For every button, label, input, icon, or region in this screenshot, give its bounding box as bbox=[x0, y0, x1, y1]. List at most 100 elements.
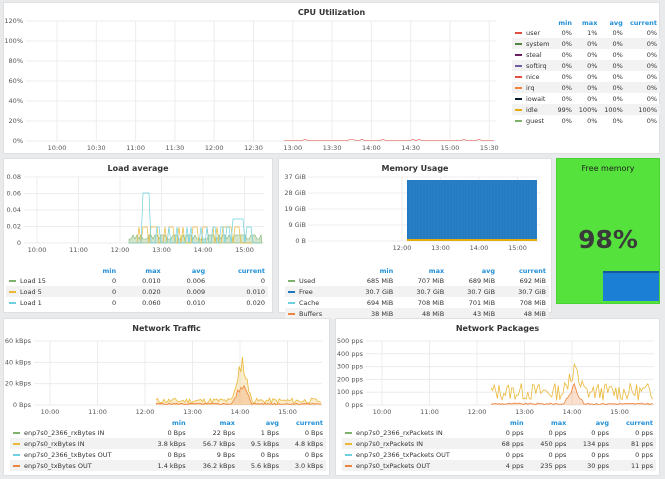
legend-series-label: enp7s0_txPackets OUT bbox=[356, 461, 431, 470]
legend-row[interactable]: guest 0% 0% 0% 0% bbox=[512, 115, 660, 126]
legend-row[interactable]: irq 0% 0% 0% 0% bbox=[512, 82, 660, 93]
legend-series-name[interactable]: Load 5 bbox=[6, 286, 84, 297]
legend-value-min: 1.4 kBps bbox=[144, 460, 189, 471]
legend-column-current[interactable]: current bbox=[518, 267, 546, 275]
legend-series-name[interactable]: enp7s0_txBytes OUT bbox=[10, 460, 145, 471]
legend-column-max[interactable]: max bbox=[145, 267, 161, 275]
legend-row[interactable]: Load 5 0 0.020 0.009 0.010 bbox=[6, 286, 268, 297]
legend-column-avg[interactable]: avg bbox=[265, 419, 279, 427]
legend-column-current[interactable]: current bbox=[295, 419, 323, 427]
legend-series-name[interactable]: enp7s0_2366_txBytes OUT bbox=[10, 449, 145, 460]
cpu-panel-title[interactable]: CPU Utilization bbox=[297, 8, 366, 17]
legend-series-name[interactable]: nice bbox=[512, 71, 554, 82]
legend-row[interactable]: system 0% 0% 0% 0% bbox=[512, 38, 660, 49]
legend-series-label: idle bbox=[526, 105, 538, 114]
legend-row[interactable]: enp7s0_txBytes OUT 1.4 kBps 36.2 kBps 5.6 k… bbox=[10, 460, 326, 471]
legend-row[interactable]: steal 0% 0% 0% 0% bbox=[512, 49, 660, 60]
legend-column-min[interactable]: min bbox=[510, 419, 524, 427]
legend-value-max: 30.7 GiB bbox=[396, 286, 448, 297]
legend-series-name[interactable]: idle bbox=[512, 104, 554, 115]
packages-tx-series-area bbox=[491, 383, 654, 405]
legend-series-name[interactable]: steal bbox=[512, 49, 554, 60]
legend-row[interactable]: user 0% 1% 0% 0% bbox=[512, 27, 660, 38]
legend-header-spacer bbox=[342, 419, 489, 427]
x-tick-label: 14:00 bbox=[194, 246, 213, 254]
legend-row[interactable]: softirq 0% 0% 0% 0% bbox=[512, 60, 660, 71]
free-memory-panel[interactable]: Free memory 98% bbox=[556, 158, 660, 304]
legend-column-min[interactable]: min bbox=[558, 19, 572, 27]
legend-column-current[interactable]: current bbox=[625, 419, 653, 427]
y-tick-label: 20% bbox=[9, 117, 23, 125]
legend-column-avg[interactable]: avg bbox=[595, 419, 610, 427]
legend-color-swatch bbox=[9, 301, 16, 304]
legend-row[interactable]: enp7s0_2366_txBytes OUT 0 Bps 9 Bps 0 Bps 0 … bbox=[10, 449, 326, 460]
legend-series-name[interactable]: Free bbox=[285, 286, 346, 297]
legend-row[interactable]: Load 15 0 0.010 0.006 0 bbox=[6, 275, 268, 286]
memory-graph[interactable]: 37 GiB 28 GiB 19 GiB 9 GiB 0 B 12:00 13:00 14:0… bbox=[279, 171, 545, 271]
memory-panel-title[interactable]: Memory Usage bbox=[381, 164, 449, 173]
legend-row[interactable]: enp7s0_rxPackets IN 68 pps 450 pps 134 pps 8… bbox=[342, 438, 656, 449]
legend-row[interactable]: idle 99% 100% 100% 100% bbox=[512, 104, 660, 115]
legend-series-name[interactable]: Load 1 bbox=[6, 297, 84, 308]
load-panel-title[interactable]: Load average bbox=[107, 164, 169, 173]
legend-series-name[interactable]: iowait bbox=[512, 93, 554, 104]
legend-column-min[interactable]: min bbox=[379, 267, 394, 275]
legend-series-label: enp7s0_2366_txPackets OUT bbox=[356, 450, 450, 459]
legend-series-name[interactable]: system bbox=[512, 38, 554, 49]
legend-series-name[interactable]: enp7s0_rxBytes IN bbox=[10, 438, 145, 449]
legend-column-max[interactable]: max bbox=[582, 19, 598, 27]
legend-column-avg[interactable]: avg bbox=[481, 267, 496, 275]
legend-series-label: Load 1 bbox=[20, 298, 42, 307]
x-tick-label: 15:00 bbox=[278, 408, 297, 416]
legend-row[interactable]: Used 685 MiB 707 MiB 689 MiB 692 MiB bbox=[285, 275, 549, 286]
legend-row[interactable]: nice 0% 0% 0% 0% bbox=[512, 71, 660, 82]
legend-column-min[interactable]: min bbox=[172, 419, 186, 427]
legend-row[interactable]: Load 1 0 0.060 0.010 0.020 bbox=[6, 297, 268, 308]
legend-column-max[interactable]: max bbox=[550, 419, 567, 427]
legend-series-name[interactable]: Load 15 bbox=[6, 275, 84, 286]
legend-series-name[interactable]: softirq bbox=[512, 60, 554, 71]
legend-column-current[interactable]: current bbox=[237, 267, 265, 275]
legend-color-swatch bbox=[288, 279, 295, 282]
legend-column-current[interactable]: current bbox=[629, 19, 657, 27]
legend-row[interactable]: Free 30.7 GiB 30.7 GiB 30.7 GiB 30.7 GiB bbox=[285, 286, 549, 297]
free-memory-title[interactable]: Free memory bbox=[581, 164, 635, 173]
legend-series-name[interactable]: enp7s0_2366_rxBytes IN bbox=[10, 427, 145, 438]
legend-column-avg[interactable]: avg bbox=[191, 267, 206, 275]
packages-graph[interactable]: 500 pps 400 pps 300 pps 200 pps 100 pps 0 pps… bbox=[336, 331, 656, 426]
legend-series-name[interactable]: enp7s0_txPackets OUT bbox=[342, 460, 490, 471]
legend-value-max: 1% bbox=[587, 28, 598, 37]
legend-row[interactable]: enp7s0_txPackets OUT 4 pps 235 pps 30 pps 11… bbox=[342, 460, 656, 471]
traffic-panel-title[interactable]: Network Traffic bbox=[132, 324, 201, 333]
legend-row[interactable]: enp7s0_rxBytes IN 3.8 kBps 56.7 kBps 9.5 kB… bbox=[10, 438, 326, 449]
legend-row[interactable]: Buffers 38 MiB 48 MiB 43 MiB 48 MiB bbox=[285, 308, 549, 319]
load-graph[interactable]: 0.08 0.06 0.04 0.02 0 10:00 11:00 12:00 13:00 14:… bbox=[4, 171, 266, 271]
legend-series-name[interactable]: enp7s0_rxPackets IN bbox=[342, 438, 490, 449]
legend-row[interactable]: Cache 694 MiB 708 MiB 701 MiB 708 MiB bbox=[285, 297, 549, 308]
legend-row[interactable]: enp7s0_2366_txPackets OUT 0 pps 0 pps 0 pps… bbox=[342, 449, 656, 460]
y-tick-label: 40 kBps bbox=[5, 358, 32, 366]
legend-series-name[interactable]: guest bbox=[512, 115, 554, 126]
legend-row[interactable]: enp7s0_2366_rxPackets IN 0 pps 0 pps 0 pps 0… bbox=[342, 427, 656, 438]
legend-series-name[interactable]: Used bbox=[285, 275, 345, 286]
legend-column-min[interactable]: min bbox=[102, 267, 117, 275]
legend-series-name[interactable]: enp7s0_2366_txPackets OUT bbox=[342, 449, 489, 460]
legend-series-name[interactable]: Cache bbox=[285, 297, 345, 308]
legend-value-max: 0.020 bbox=[119, 286, 164, 297]
x-tick-label: 15:00 bbox=[235, 246, 254, 254]
legend-column-avg[interactable]: avg bbox=[609, 19, 623, 27]
legend-value-avg: 0 Bps bbox=[260, 450, 279, 459]
y-tick-label: 28 GiB bbox=[284, 189, 306, 197]
legend-series-name[interactable]: user bbox=[512, 27, 554, 38]
legend-series-name[interactable]: Buffers bbox=[285, 308, 346, 319]
packages-panel-title[interactable]: Network Packages bbox=[455, 324, 540, 333]
legend-column-max[interactable]: max bbox=[219, 419, 235, 427]
cpu-graph[interactable]: 120% 100% 80% 60% 40% 20% 0% 10:00 10:30 11:00 11:… bbox=[4, 13, 498, 152]
traffic-graph[interactable]: 60 kBps 40 kBps 20 kBps 0 Bps 10:00 11:00 12:0… bbox=[4, 331, 326, 426]
legend-value-current: 0% bbox=[625, 60, 660, 71]
legend-column-max[interactable]: max bbox=[428, 267, 445, 275]
legend-series-name[interactable]: enp7s0_2366_rxPackets IN bbox=[342, 427, 489, 438]
legend-row[interactable]: iowait 0% 0% 0% 0% bbox=[512, 93, 660, 104]
legend-row[interactable]: enp7s0_2366_rxBytes IN 0 Bps 22 Bps 1 Bps 0 … bbox=[10, 427, 326, 438]
legend-series-name[interactable]: irq bbox=[512, 82, 554, 93]
